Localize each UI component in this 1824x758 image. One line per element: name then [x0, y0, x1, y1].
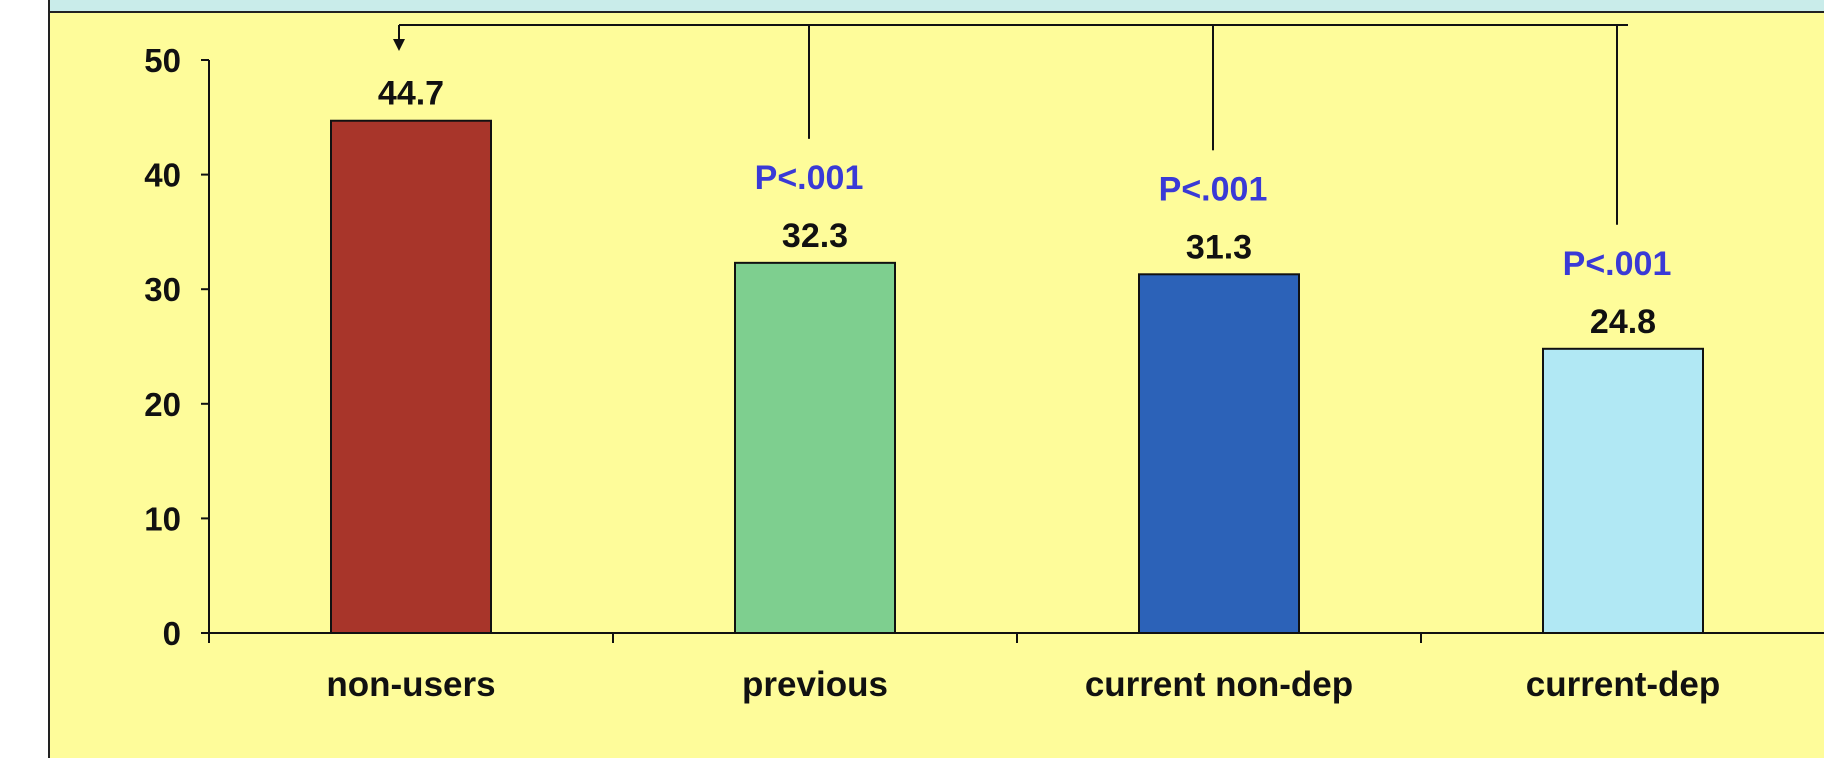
- y-tick-label: 50: [144, 42, 181, 79]
- p-value-annotation: P<.001: [755, 159, 864, 197]
- x-category-label: current-dep: [1526, 665, 1720, 704]
- value-label: 44.7: [378, 75, 444, 113]
- chart-frame: 0 10 20 30 40 50 44.7 non-users 32.3 previous 31.3…: [48, 13, 1824, 758]
- bar-non-users: [330, 119, 492, 635]
- p-value-annotation: P<.001: [1563, 245, 1672, 283]
- y-tick-label: 20: [144, 386, 181, 423]
- bar-previous: [734, 261, 896, 634]
- bar-chart: 0 10 20 30 40 50 44.7 non-users 32.3 previous 31.3…: [144, 24, 1824, 704]
- value-label: 24.8: [1590, 303, 1656, 341]
- bracket-arrow-head: [393, 39, 405, 51]
- y-tick-label: 0: [163, 615, 181, 652]
- bar-current-dep: [1542, 347, 1704, 634]
- p-value-annotation: P<.001: [1159, 170, 1268, 208]
- value-label: 32.3: [782, 217, 848, 255]
- x-category-label: current non-dep: [1085, 665, 1353, 704]
- x-category-label: non-users: [326, 665, 495, 704]
- y-tick-label: 10: [144, 500, 181, 537]
- y-tick-label: 40: [144, 157, 181, 194]
- value-label: 31.3: [1186, 228, 1252, 266]
- bar-current-non-dep: [1138, 273, 1300, 634]
- x-category-label: previous: [742, 665, 888, 704]
- header-band: [48, 0, 1824, 13]
- y-tick-label: 30: [144, 271, 181, 308]
